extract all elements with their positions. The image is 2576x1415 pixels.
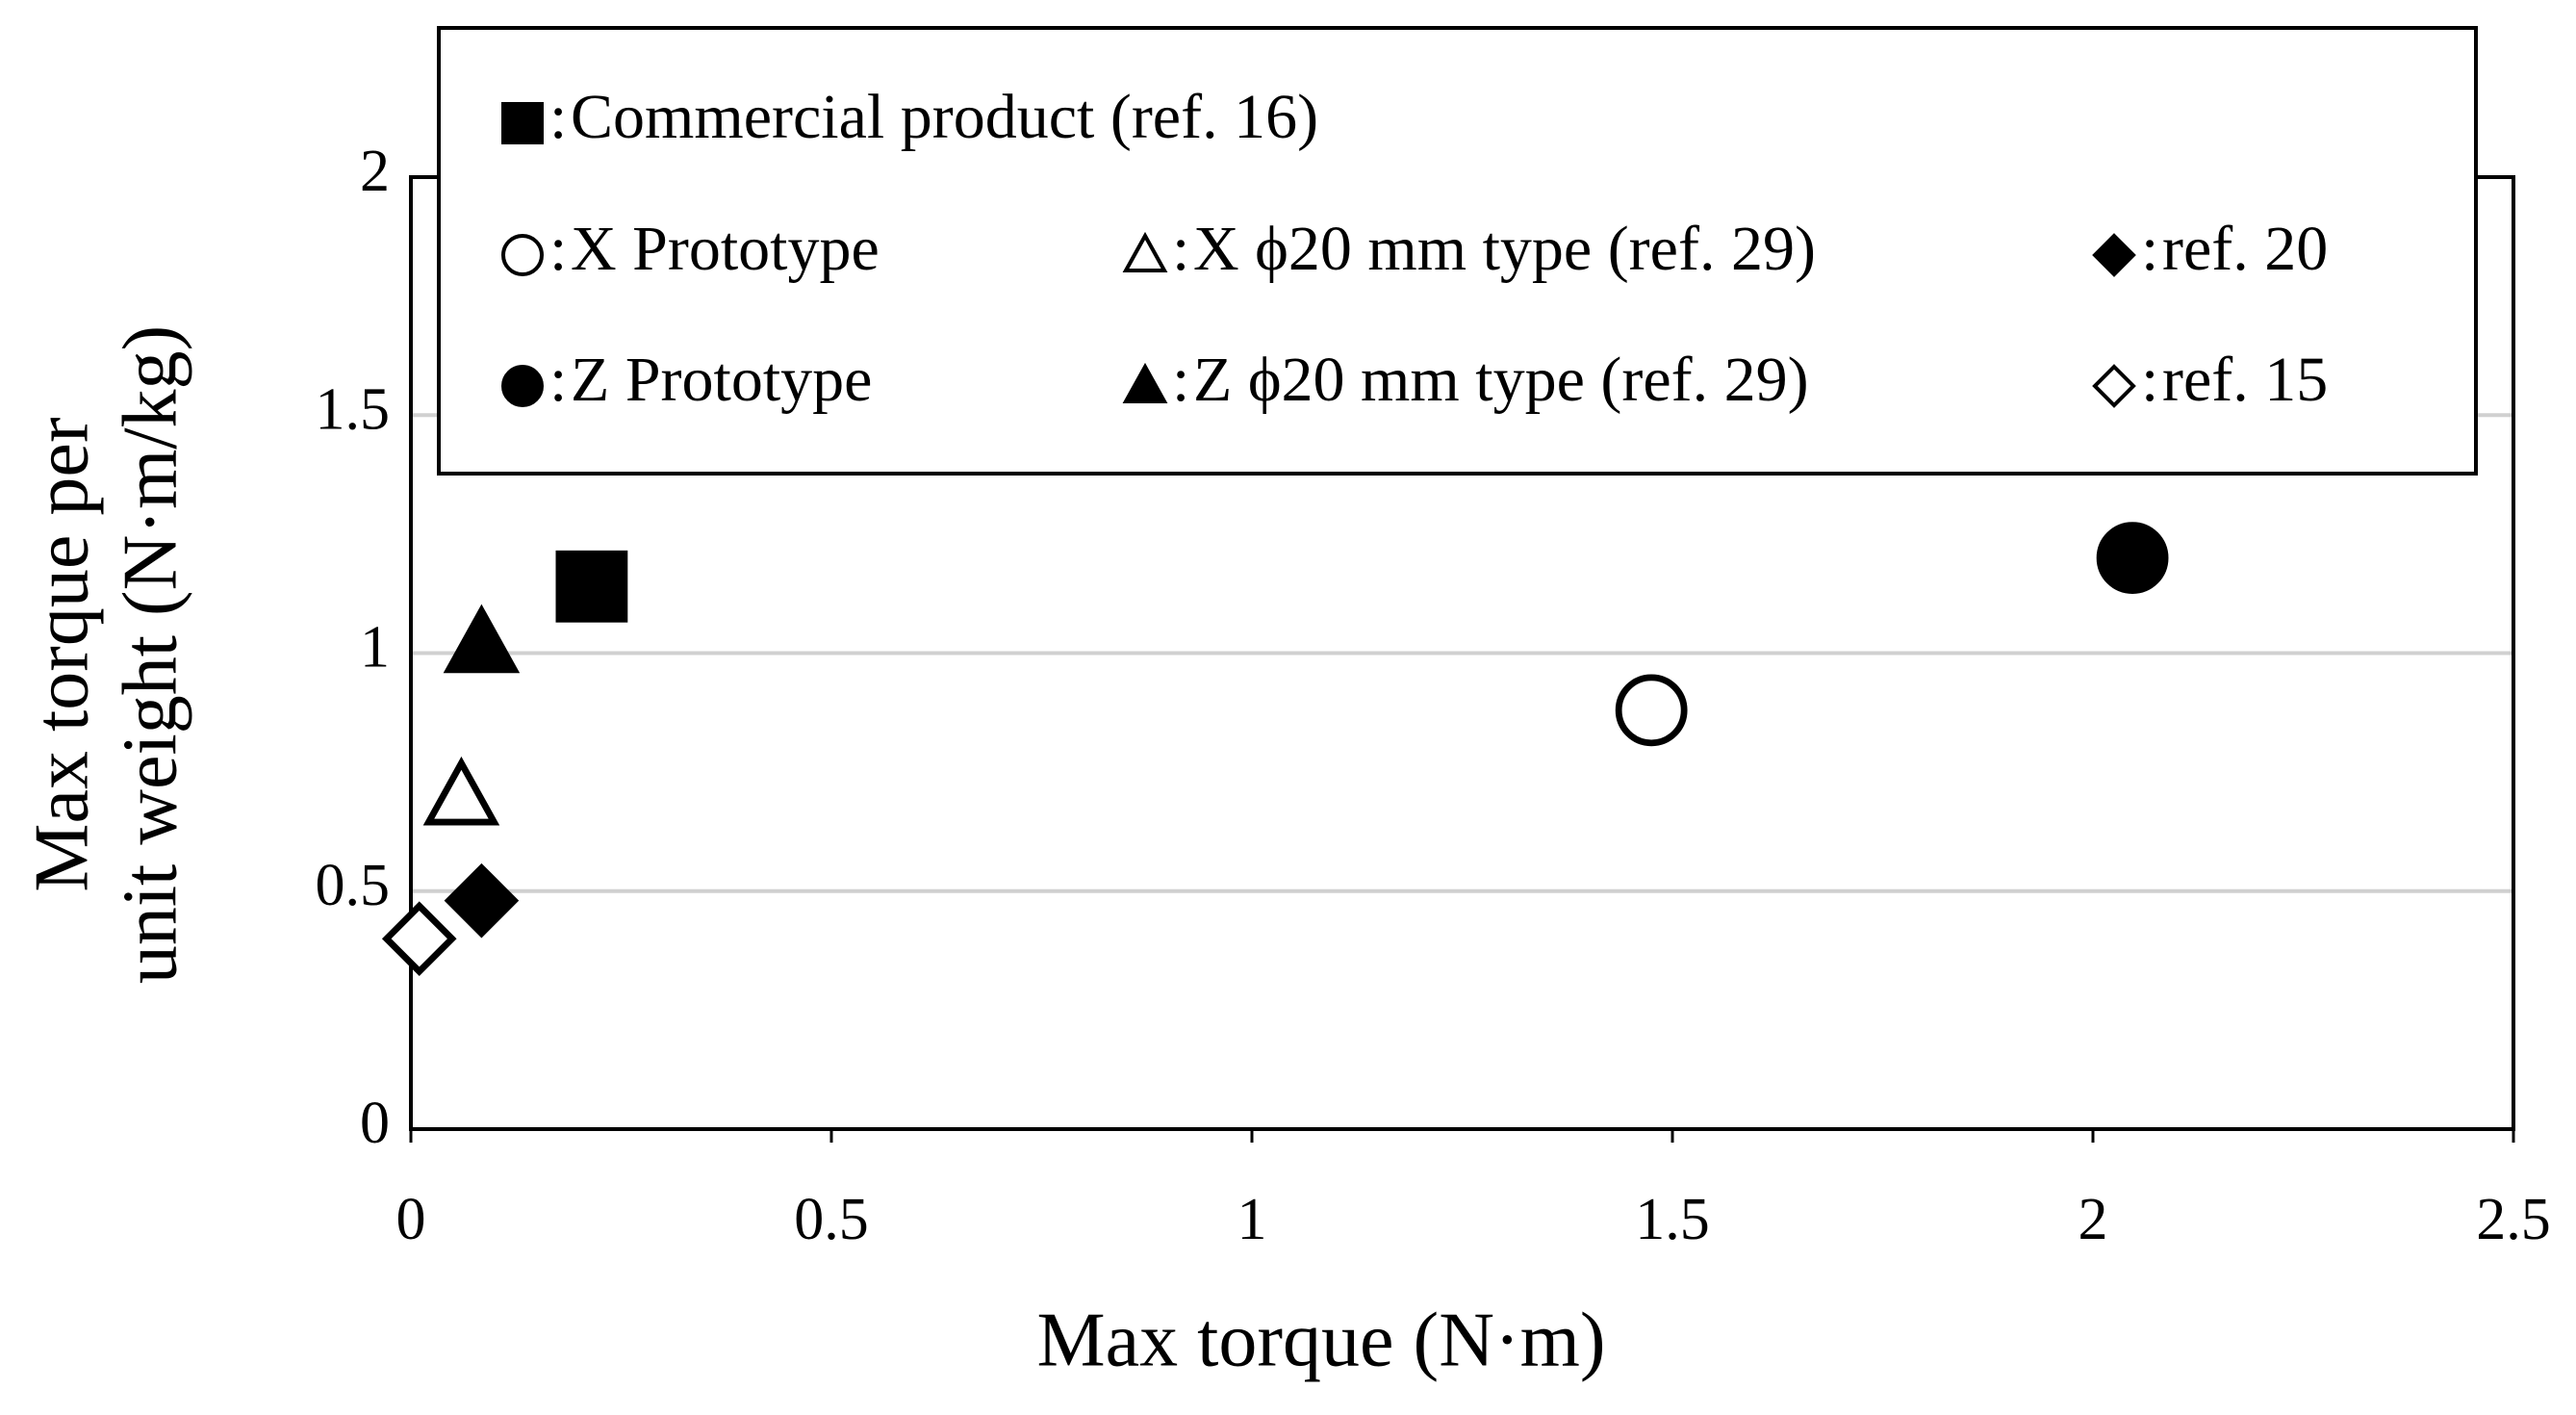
x-tick-label: 2 — [2079, 1187, 2108, 1252]
y-tick-label: 1.5 — [316, 376, 391, 442]
legend-marker — [1122, 362, 1168, 403]
x-tick-label: 0 — [396, 1187, 426, 1252]
legend-marker — [501, 234, 544, 276]
legend-label: Z Prototype — [571, 345, 872, 415]
legend-label: X ϕ20 mm type (ref. 29) — [1193, 214, 1816, 284]
legend-separator: : — [1172, 345, 1189, 415]
legend-label: ref. 15 — [2162, 345, 2328, 415]
legend-box — [437, 26, 2478, 476]
y-tick-label: 0.5 — [316, 853, 391, 918]
legend-label: ref. 20 — [2162, 214, 2328, 284]
legend-label: Commercial product (ref. 16) — [571, 82, 1318, 152]
y-tick-label: 0 — [360, 1091, 390, 1156]
legend-marker — [2092, 233, 2136, 277]
data-point — [422, 756, 500, 826]
y-tick-label: 2 — [360, 139, 390, 204]
data-point — [444, 862, 520, 939]
data-point — [1615, 674, 1688, 747]
legend-separator: : — [2141, 214, 2158, 284]
legend-label: X Prototype — [571, 214, 880, 284]
legend-label: Z ϕ20 mm type (ref. 29) — [1193, 345, 1809, 415]
legend-marker — [501, 102, 544, 144]
legend-separator: : — [549, 82, 567, 152]
y-axis-label: unit weight (N·m/kg) — [108, 325, 192, 984]
x-tick-label: 1.5 — [1635, 1187, 1710, 1252]
y-axis-label: Max torque per — [19, 417, 104, 891]
legend-marker — [501, 365, 544, 407]
x-tick-label: 2.5 — [2476, 1187, 2551, 1252]
data-point — [555, 550, 628, 623]
x-tick-label: 1 — [1237, 1187, 1267, 1252]
x-tick-label: 0.5 — [794, 1187, 869, 1252]
data-point — [443, 604, 521, 674]
legend-separator: : — [2141, 345, 2158, 415]
data-point — [381, 901, 457, 977]
x-axis-label: Max torque (N·m) — [1037, 1298, 1606, 1382]
legend-marker — [2092, 364, 2136, 408]
legend-separator: : — [549, 214, 567, 284]
legend-marker — [1122, 231, 1168, 272]
data-point — [2096, 522, 2169, 594]
y-tick-label: 1 — [360, 615, 390, 681]
legend-separator: : — [1172, 214, 1189, 284]
legend-separator: : — [549, 345, 567, 415]
